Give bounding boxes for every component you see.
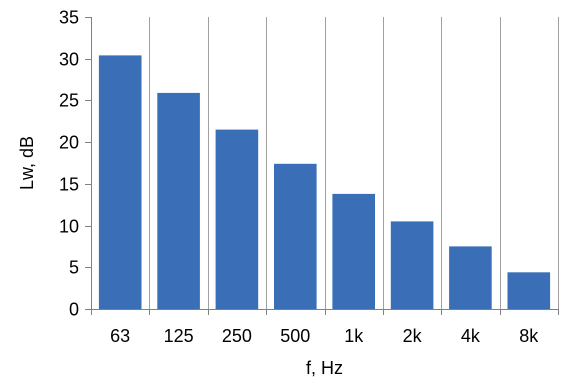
y-axis-label: Lw, dB	[17, 136, 37, 190]
x-tick-label: 2k	[403, 326, 423, 346]
x-tick-label: 250	[222, 326, 252, 346]
x-axis-label: f, Hz	[306, 358, 343, 378]
x-tick-label: 500	[280, 326, 310, 346]
bar	[215, 129, 259, 309]
axes	[85, 17, 559, 315]
bar	[98, 55, 142, 310]
bar	[507, 272, 551, 309]
grid-lines	[91, 17, 559, 309]
y-tick-label: 35	[59, 8, 79, 28]
y-tick-label: 20	[59, 133, 79, 153]
y-tick-label: 5	[69, 258, 79, 278]
bar	[274, 163, 317, 309]
x-tick-label: 4k	[461, 326, 481, 346]
y-tick-label: 25	[59, 91, 79, 111]
x-tick-label: 63	[110, 326, 130, 346]
y-tick-label: 15	[59, 175, 79, 195]
x-tick-labels: 63 125 250 500 1k 2k 4k 8k	[110, 326, 539, 346]
y-tick-label: 30	[59, 50, 79, 70]
bars	[98, 55, 551, 310]
bar	[449, 246, 492, 309]
x-tick-label: 125	[164, 326, 194, 346]
x-tick-label: 1k	[344, 326, 364, 346]
x-tick-label: 8k	[519, 326, 539, 346]
y-tick-labels: 0 5 10 15 20 25 30 35	[59, 8, 79, 320]
bar	[332, 193, 375, 309]
bar	[390, 221, 434, 309]
bar	[157, 92, 200, 310]
y-tick-label: 0	[69, 300, 79, 320]
y-tick-label: 10	[59, 217, 79, 237]
